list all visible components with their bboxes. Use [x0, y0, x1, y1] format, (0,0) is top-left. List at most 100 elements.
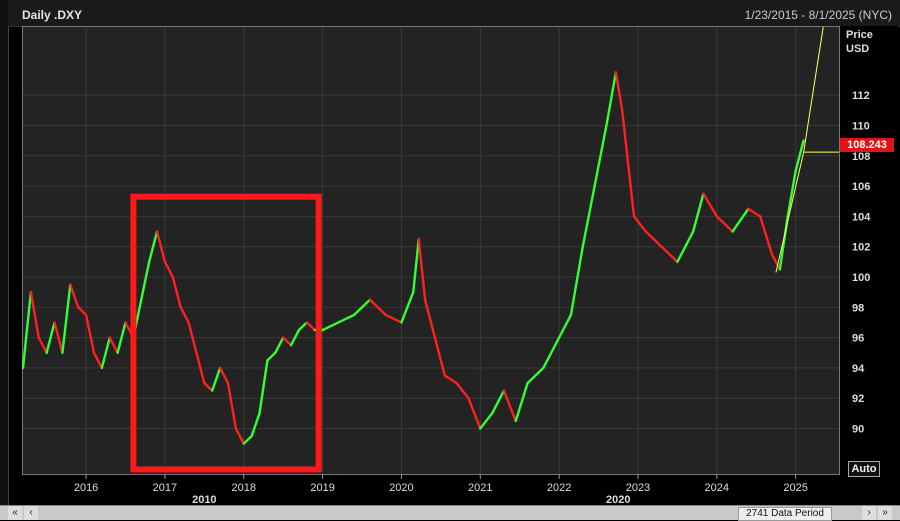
price-segment-10: [92, 351, 104, 370]
price-segment-67: [660, 245, 679, 264]
price-segment-50: [455, 381, 470, 400]
price-segment-24: [203, 381, 214, 392]
price-segment-78: [794, 139, 805, 173]
projection-lines: [775, 26, 839, 273]
price-segment-9: [84, 313, 96, 354]
price-segment-33: [274, 336, 285, 354]
price-segment-69: [691, 192, 705, 233]
highlight-box-group: [130, 193, 322, 473]
price-segment-40: [337, 313, 356, 324]
chart-title-bar: Daily .DXY 1/23/2015 - 8/1/2025 (NYC): [8, 0, 900, 27]
price-segment-56: [526, 366, 545, 385]
price-segment-43: [384, 313, 403, 324]
y-tick-100: 100: [852, 272, 870, 284]
chart-title: Daily .DXY: [22, 8, 83, 22]
trend-line: [775, 152, 805, 273]
price-segment-45: [412, 237, 420, 294]
price-segment-35: [289, 328, 301, 347]
y-tick-104: 104: [852, 211, 871, 223]
price-segment-46: [417, 237, 427, 301]
price-segment-72: [731, 207, 750, 233]
price-segment-73: [747, 207, 762, 218]
date-range: 1/23/2015 - 8/1/2025 (NYC): [744, 8, 892, 22]
left-edge-bar: [0, 0, 9, 519]
price-segment-36: [297, 321, 309, 332]
price-segment-8: [76, 306, 88, 317]
price-segment-44: [400, 290, 415, 324]
price-segment-42: [368, 298, 387, 317]
y-tick-108: 108: [852, 151, 870, 163]
price-segment-31: [258, 359, 269, 415]
x-tick-2016: 2016: [74, 482, 98, 494]
y-tick-106: 106: [852, 181, 870, 193]
price-segment-65: [632, 215, 648, 233]
price-segment-29: [242, 434, 253, 445]
price-segment-30: [250, 412, 261, 438]
price-segment-32: [266, 351, 277, 362]
price-segment-41: [352, 298, 372, 317]
price-segment-2: [29, 290, 40, 339]
price-segment-48: [431, 328, 446, 377]
scroll-prev-button[interactable]: ‹: [24, 506, 38, 520]
price-segment-27: [226, 381, 238, 430]
x-tick-2017: 2017: [153, 482, 177, 494]
price-segment-20: [171, 275, 182, 309]
axis-unit-line2: USD: [846, 43, 870, 55]
price-segment-74: [758, 215, 774, 256]
y-tick-110: 110: [852, 120, 870, 132]
price-segment-53: [490, 389, 506, 415]
price-segment-28: [234, 427, 245, 445]
time-scrollbar[interactable]: « ‹ 2741 Data Period › »: [0, 505, 900, 521]
axis-unit-line1: Price: [846, 29, 873, 41]
price-segment-25: [211, 366, 222, 392]
price-segment-59: [569, 245, 584, 317]
y-tick-labels: 90 92 94 96 98 100 102 104 106 108 110 112: [852, 90, 871, 435]
price-segment-54: [502, 389, 517, 423]
last-price-badge: 108.243: [840, 138, 894, 152]
y-tick-90: 90: [852, 424, 864, 436]
price-segment-19: [163, 260, 174, 279]
price-segment-37: [305, 321, 316, 332]
price-segment-51: [467, 397, 482, 430]
plot-area[interactable]: [22, 26, 840, 475]
price-segment-6: [61, 283, 72, 354]
projection-line: [803, 26, 824, 153]
price-segment-63: [614, 71, 624, 112]
price-axis[interactable]: [840, 26, 898, 475]
price-segment-39: [321, 321, 340, 332]
scroll-next-button[interactable]: ›: [862, 506, 876, 520]
price-segment-47: [423, 298, 435, 332]
x-tick-2020: 2020: [389, 482, 413, 494]
price-segment-4: [45, 321, 56, 354]
x-tick-2022: 2022: [547, 482, 571, 494]
price-segment-61: [593, 124, 608, 188]
price-segment-11: [100, 336, 111, 370]
price-segment-21: [179, 306, 190, 324]
price-segment-58: [557, 313, 573, 339]
price-segment-18: [155, 230, 167, 264]
scroll-first-button[interactable]: «: [8, 506, 22, 520]
x-tick-2025: 2025: [783, 482, 807, 494]
price-segment-13: [116, 321, 127, 354]
x-tick-2019: 2019: [310, 482, 334, 494]
dxy-chart-svg: 90 92 94 96 98 100 102 104 106 108 110 112 2016 2017…: [21, 26, 871, 505]
price-segment-75: [770, 253, 782, 271]
price-segment-17: [147, 230, 159, 264]
x-tick-2018: 2018: [232, 482, 256, 494]
auto-scale-button[interactable]: Auto: [848, 461, 880, 477]
price-segment-77: [786, 169, 797, 218]
price-segment-71: [715, 215, 734, 233]
price-segment-66: [644, 230, 663, 248]
x-tick-labels: 2016 2017 2018 2019 2020 2021 2022 2023 2024 2025…: [74, 482, 808, 505]
grid-lines: [23, 27, 839, 479]
price-series: [21, 71, 805, 445]
x-tick-2021: 2021: [468, 482, 492, 494]
price-segment-7: [69, 283, 80, 309]
price-segment-62: [605, 71, 618, 127]
y-tick-96: 96: [852, 333, 864, 345]
scroll-last-button[interactable]: »: [878, 506, 892, 520]
y-tick-102: 102: [852, 242, 870, 254]
price-segment-22: [187, 321, 198, 354]
price-segment-5: [53, 321, 64, 354]
